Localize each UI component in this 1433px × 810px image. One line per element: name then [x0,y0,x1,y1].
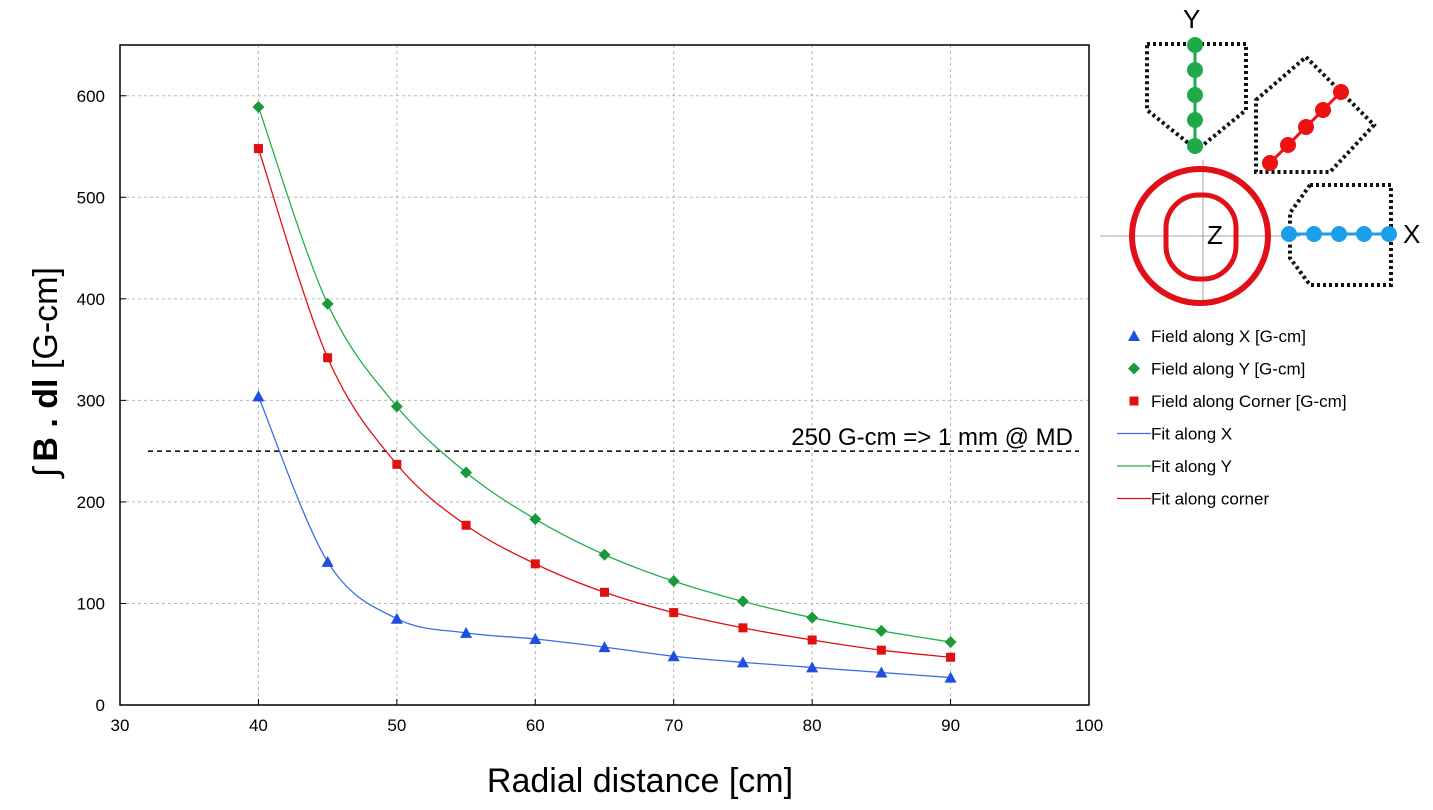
data-point [736,595,749,608]
fit-curves [257,106,951,679]
y-tick-label: 0 [96,696,105,715]
y-tick-label: 100 [77,594,105,613]
x-probe-point [1331,226,1347,242]
data-point [667,575,680,588]
data-point [806,661,819,673]
data-point [669,608,679,618]
fit-curve [257,396,951,679]
data-point [253,144,263,154]
legend-marker [1129,396,1139,406]
data-point [944,671,957,683]
data-point [529,513,542,526]
x-probe-point [1306,226,1322,242]
x-tick-label: 40 [249,716,268,735]
plot-area-frame [119,44,1090,706]
corner-probe-point [1315,102,1331,118]
x-probe-point [1281,226,1297,242]
fit-curve [257,148,951,658]
inner-coil-ring [1163,192,1239,282]
outer-coil-ring [1129,166,1271,306]
data-point [461,520,471,530]
data-point [600,587,609,597]
reference-line-group: 250 G-cm => 1 mm @ MD [148,424,1079,452]
y-probe-point [1187,37,1203,53]
data-point [667,650,680,662]
legend-entry-label: Field along Y [G-cm] [1151,360,1305,379]
data-point [944,636,957,649]
y-tick-label: 500 [77,188,105,207]
y-axis-title-quantity: B . dl [27,379,65,462]
data-point [460,626,473,638]
y-axis-title-integral: ∫ [27,466,65,479]
data-point [530,559,540,569]
y-axis-label: Y [1183,4,1200,34]
y-tick-label: 200 [77,493,105,512]
data-point [736,656,749,668]
corner-probe-point [1333,84,1349,100]
legend-marker [1128,362,1140,375]
legend-marker [1128,330,1140,341]
reference-line-label: 250 G-cm => 1 mm @ MD [791,424,1073,451]
corner-probe-point [1280,137,1296,153]
data-point [946,652,956,662]
grid [120,45,1089,705]
x-probe-housing [1288,183,1393,287]
data-point [321,297,334,310]
corner-probe-point [1298,119,1314,135]
x-probe-point [1356,226,1372,242]
z-axis-label: Z [1207,220,1223,250]
y-tick-label: 300 [77,391,105,410]
x-axis-label: X [1403,219,1420,249]
y-probe-point [1187,112,1203,128]
y-tick-label: 400 [77,290,105,309]
data-point [323,353,333,363]
data-point [598,641,611,653]
x-axis-title: Radial distance [cm] [487,762,793,800]
data-point [529,633,542,644]
data-point [321,555,334,567]
legend-entry-label: Fit along X [1151,425,1232,444]
y-tick-label: 600 [77,87,105,106]
y-axis-title: ∫ B . dl [G-cm] [27,267,65,479]
corner-probe-point [1262,155,1278,171]
legend-entry-label: Field along X [G-cm] [1151,327,1306,346]
data-markers [252,100,957,683]
corner-probe-housing [1254,54,1377,174]
y-probe-point [1187,87,1203,103]
legend-entry-label: Fit along Y [1151,457,1232,476]
axis-ticks: 30 40 50 60 70 80 90 100 0 100 200 300 400 500 600 [77,87,1104,735]
fit-curve [257,106,951,643]
data-point [392,459,402,469]
data-point [390,400,403,413]
legend-entry-label: Fit along corner [1151,490,1269,509]
x-tick-label: 60 [526,716,545,735]
y-probe-point [1187,138,1203,154]
probe-layout-diagram: Z Y X [1100,4,1420,306]
x-tick-label: 80 [803,716,822,735]
data-point [806,611,819,624]
data-point [390,612,403,624]
x-tick-label: 50 [387,716,406,735]
data-point [252,390,265,402]
y-probe-point [1187,62,1203,78]
x-probe-point [1381,226,1397,242]
y-axis-title-unit: [G-cm] [27,267,65,378]
x-tick-label: 70 [664,716,683,735]
data-point [738,623,748,633]
data-point [807,635,817,645]
data-point [598,548,611,561]
data-point [252,100,265,113]
legend-entry-label: Field along Corner [G-cm] [1151,392,1347,411]
data-point [875,666,888,678]
data-point [460,466,473,479]
x-tick-label: 90 [941,716,960,735]
x-tick-label: 30 [111,716,130,735]
x-tick-label: 100 [1075,716,1103,735]
data-point [875,624,888,637]
legend: Field along X [G-cm] Field along Y [G-cm]… [1117,327,1347,509]
data-point [876,645,886,655]
